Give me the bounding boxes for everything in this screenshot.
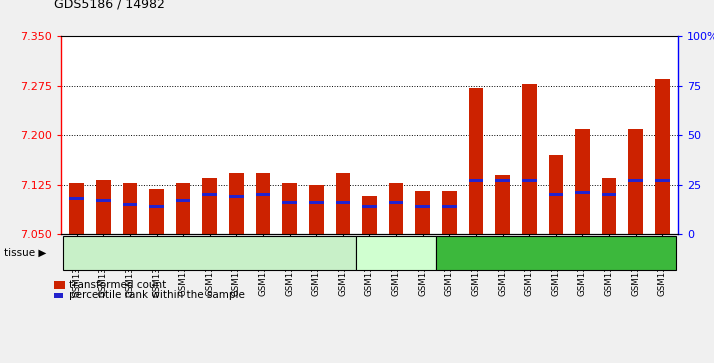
Bar <box>522 179 536 182</box>
Bar <box>309 185 323 234</box>
Bar <box>442 191 457 234</box>
Text: ruptured intracranial aneurysm: ruptured intracranial aneurysm <box>133 248 286 258</box>
Bar <box>96 199 111 202</box>
Bar <box>628 179 643 182</box>
Bar <box>203 178 217 234</box>
Text: transformed count: transformed count <box>69 280 166 290</box>
Bar <box>548 155 563 234</box>
Bar <box>229 174 243 234</box>
Bar <box>96 180 111 234</box>
Bar <box>602 178 616 234</box>
Bar <box>69 197 84 200</box>
Bar <box>336 201 350 204</box>
Bar <box>149 189 164 234</box>
Bar <box>309 201 323 204</box>
Text: GDS5186 / 14982: GDS5186 / 14982 <box>54 0 164 11</box>
Bar <box>522 84 536 234</box>
Bar <box>123 203 137 206</box>
Text: tissue ▶: tissue ▶ <box>4 248 46 258</box>
Text: superficial temporal artery: superficial temporal artery <box>491 248 621 258</box>
Bar <box>362 196 377 234</box>
Bar <box>256 173 271 234</box>
Bar <box>602 193 616 196</box>
Bar <box>149 205 164 208</box>
Bar <box>442 205 457 208</box>
Bar <box>123 183 137 234</box>
Bar <box>575 191 590 194</box>
Bar <box>336 173 350 234</box>
Bar <box>203 193 217 196</box>
Bar <box>575 129 590 234</box>
Text: unruptured intracranial
aneurysm: unruptured intracranial aneurysm <box>339 242 453 264</box>
Bar <box>496 179 510 182</box>
Bar <box>655 79 670 234</box>
Bar <box>282 201 297 204</box>
Bar <box>282 183 297 234</box>
Bar <box>389 183 403 234</box>
Bar <box>468 88 483 234</box>
Bar <box>176 199 191 202</box>
Text: percentile rank within the sample: percentile rank within the sample <box>69 290 245 301</box>
Bar <box>628 129 643 234</box>
Bar <box>496 175 510 234</box>
Bar <box>548 193 563 196</box>
Bar <box>655 179 670 182</box>
Bar <box>69 183 84 234</box>
Bar <box>176 183 191 234</box>
Bar <box>256 193 271 196</box>
Bar <box>416 191 430 234</box>
Bar <box>389 201 403 204</box>
Bar <box>468 179 483 182</box>
Bar <box>416 205 430 208</box>
Bar <box>229 195 243 198</box>
Bar <box>362 205 377 208</box>
